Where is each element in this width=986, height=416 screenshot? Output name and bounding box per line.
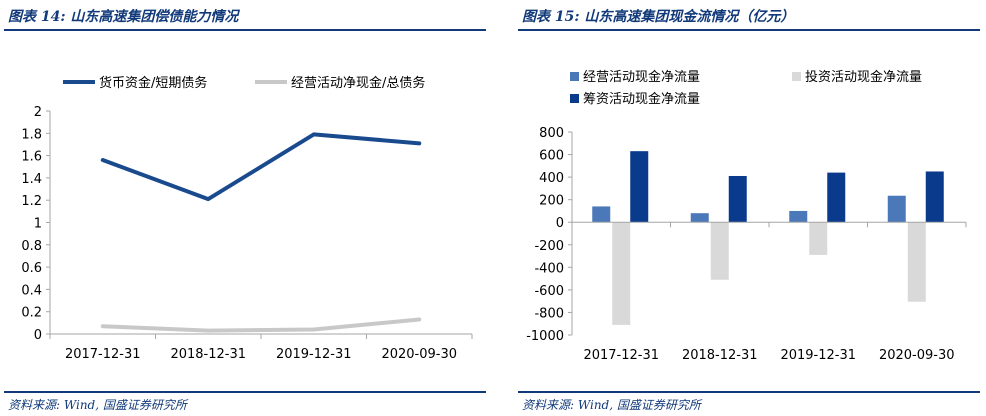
legend-swatch [792, 72, 801, 81]
x-tick-label: 2020-09-30 [879, 348, 955, 363]
series-1-point [206, 197, 210, 201]
y-tick-label: -600 [534, 284, 564, 299]
bar-financing [630, 151, 649, 223]
x-tick-label: 2018-12-31 [170, 347, 246, 362]
y-tick-label: 0.8 [21, 239, 42, 254]
series-line-2 [100, 317, 422, 333]
series-line-1 [100, 132, 422, 202]
bar-operating [789, 210, 808, 223]
bar-investing [612, 222, 631, 325]
y-tick-label: -1000 [526, 329, 564, 344]
bar-financing [728, 175, 747, 223]
x-tick-label: 2020-09-30 [381, 347, 457, 362]
line-chart: 货币资金/短期债务 经营活动净现金/总债务 0 0.2 0.4 0.6 0.8 1 1.2 1.4… [21, 75, 473, 362]
bar-operating [592, 206, 611, 223]
y-tick-label: 1.2 [21, 194, 42, 209]
bar-investing [710, 222, 729, 280]
source-rule [4, 391, 486, 393]
y-tick-label: 0.4 [21, 283, 42, 298]
figure-title: 图表 15: 山东高速集团现金流情况（亿元） [522, 9, 795, 25]
series-1-point [417, 141, 421, 145]
y-tick-label: 1.6 [21, 150, 42, 165]
legend-swatch [570, 72, 579, 81]
x-tick-label: 2019-12-31 [780, 348, 856, 363]
series-2-point [417, 318, 421, 322]
source-rule [518, 391, 980, 393]
bar-financing [827, 172, 846, 223]
right-figure: 图表 15: 山东高速集团现金流情况（亿元） 经营活动现金净流量 投资活动现金净流… [514, 0, 986, 416]
bar-operating [887, 195, 906, 223]
bar-investing [907, 222, 926, 302]
series-1-point [312, 132, 316, 136]
legend-label: 投资活动现金净流量 [805, 69, 922, 85]
y-tick-label: 1 [34, 217, 42, 232]
legend-label: 经营活动现金净流量 [583, 69, 700, 85]
series-2-point [101, 324, 105, 328]
title-rule [4, 29, 486, 31]
y-tick-label: 1.8 [21, 127, 42, 142]
y-tick-label: 0.6 [21, 261, 42, 276]
y-tick-label: 2 [34, 105, 42, 120]
figure-title: 图表 14: 山东高速集团偿债能力情况 [8, 9, 239, 25]
series-2-point [312, 328, 316, 332]
source-note: 资料来源: Wind, 国盛证券研究所 [522, 398, 701, 412]
left-figure: 图表 14: 山东高速集团偿债能力情况 货币资金/短期债务 经营活动净现金/总债务… [0, 0, 492, 416]
y-tick-label: 400 [539, 171, 564, 186]
y-tick-label: 200 [539, 194, 564, 209]
bar-investing [809, 222, 828, 255]
legend-label: 货币资金/短期债务 [99, 75, 207, 91]
y-tick-label: -200 [534, 239, 564, 254]
x-tick-label: 2018-12-31 [682, 348, 758, 363]
y-tick-label: 0 [34, 328, 42, 343]
y-tick-label: 800 [539, 126, 564, 141]
y-tick-label: -800 [534, 306, 564, 321]
series-2-point [206, 329, 210, 333]
x-tick-label: 2017-12-31 [65, 347, 141, 362]
x-tick-label: 2019-12-31 [276, 347, 352, 362]
legend-label: 筹资活动现金净流量 [583, 91, 700, 107]
x-tick-label: 2017-12-31 [583, 348, 659, 363]
title-rule [518, 29, 980, 31]
y-tick-label: -400 [534, 261, 564, 276]
y-tick-label: 0 [556, 216, 564, 231]
series-1-point [101, 158, 105, 162]
legend-swatch [570, 94, 579, 103]
y-tick-label: 1.4 [21, 172, 42, 187]
bar-financing [925, 171, 944, 223]
bar-operating [690, 213, 709, 223]
legend-label: 经营活动净现金/总债务 [291, 75, 425, 91]
source-note: 资料来源: Wind, 国盛证券研究所 [8, 398, 187, 412]
y-tick-label: 600 [539, 149, 564, 164]
y-tick-label: 0.2 [21, 306, 42, 321]
